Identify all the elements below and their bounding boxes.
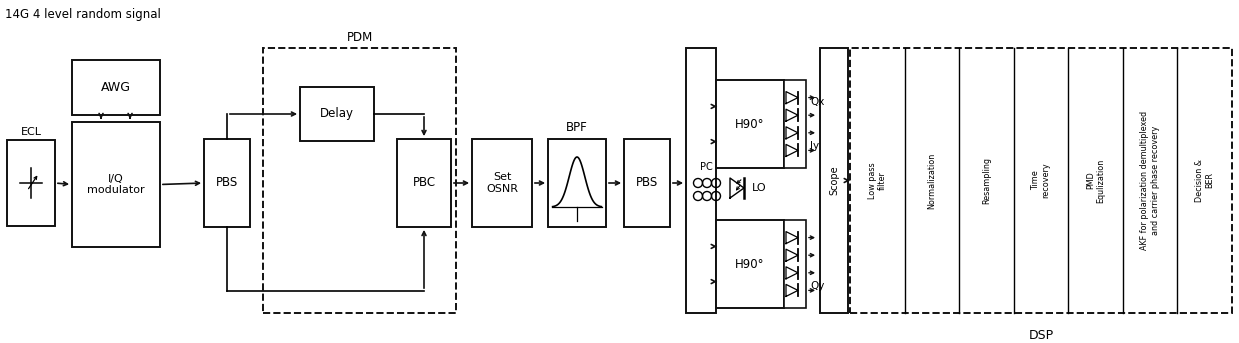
Bar xyxy=(396,139,451,227)
Bar xyxy=(624,139,670,227)
Bar xyxy=(850,48,1232,313)
Bar xyxy=(300,87,374,141)
Text: AWG: AWG xyxy=(102,81,131,94)
Text: Delay: Delay xyxy=(320,107,354,120)
Bar xyxy=(820,48,847,313)
Text: Time
recovery: Time recovery xyxy=(1031,163,1051,198)
Bar xyxy=(716,80,784,168)
Text: Normalization: Normalization xyxy=(927,152,937,209)
Bar xyxy=(472,139,532,227)
Text: Resampling: Resampling xyxy=(983,157,991,204)
Text: PBS: PBS xyxy=(216,177,238,189)
Text: AKF for polarization demultiplexed
and carrier phase recovery: AKF for polarization demultiplexed and c… xyxy=(1140,111,1160,250)
Text: Qx: Qx xyxy=(810,97,824,107)
Bar xyxy=(263,48,456,313)
Text: Qy: Qy xyxy=(810,281,824,291)
Text: DSP: DSP xyxy=(1028,329,1053,342)
Text: Iy: Iy xyxy=(810,141,819,151)
Text: PC: PC xyxy=(700,162,712,172)
Bar xyxy=(548,139,606,227)
Bar xyxy=(72,122,160,247)
Text: PBS: PBS xyxy=(636,177,658,189)
Text: BPF: BPF xyxy=(566,121,587,134)
Text: H90°: H90° xyxy=(735,118,764,130)
Bar xyxy=(686,48,716,313)
Text: PMD
Equlization: PMD Equlization xyxy=(1085,158,1105,203)
Text: PDM: PDM xyxy=(347,31,373,44)
Bar xyxy=(784,80,807,168)
Text: 14G 4 level random signal: 14G 4 level random signal xyxy=(5,8,161,21)
Bar xyxy=(72,60,160,115)
Text: I/Q
modulator: I/Q modulator xyxy=(87,174,145,195)
Text: Low pass
filter: Low pass filter xyxy=(867,162,887,199)
Bar xyxy=(784,220,807,308)
Text: LO: LO xyxy=(752,183,767,193)
Bar xyxy=(716,220,784,308)
Text: Set
OSNR: Set OSNR xyxy=(486,172,518,194)
Bar xyxy=(7,140,55,226)
Bar xyxy=(204,139,250,227)
Text: Decision &
BER: Decision & BER xyxy=(1194,159,1214,202)
Text: H90°: H90° xyxy=(735,258,764,271)
Text: Scope: Scope xyxy=(829,166,839,195)
Text: PBC: PBC xyxy=(413,177,436,189)
Text: ECL: ECL xyxy=(21,127,41,137)
